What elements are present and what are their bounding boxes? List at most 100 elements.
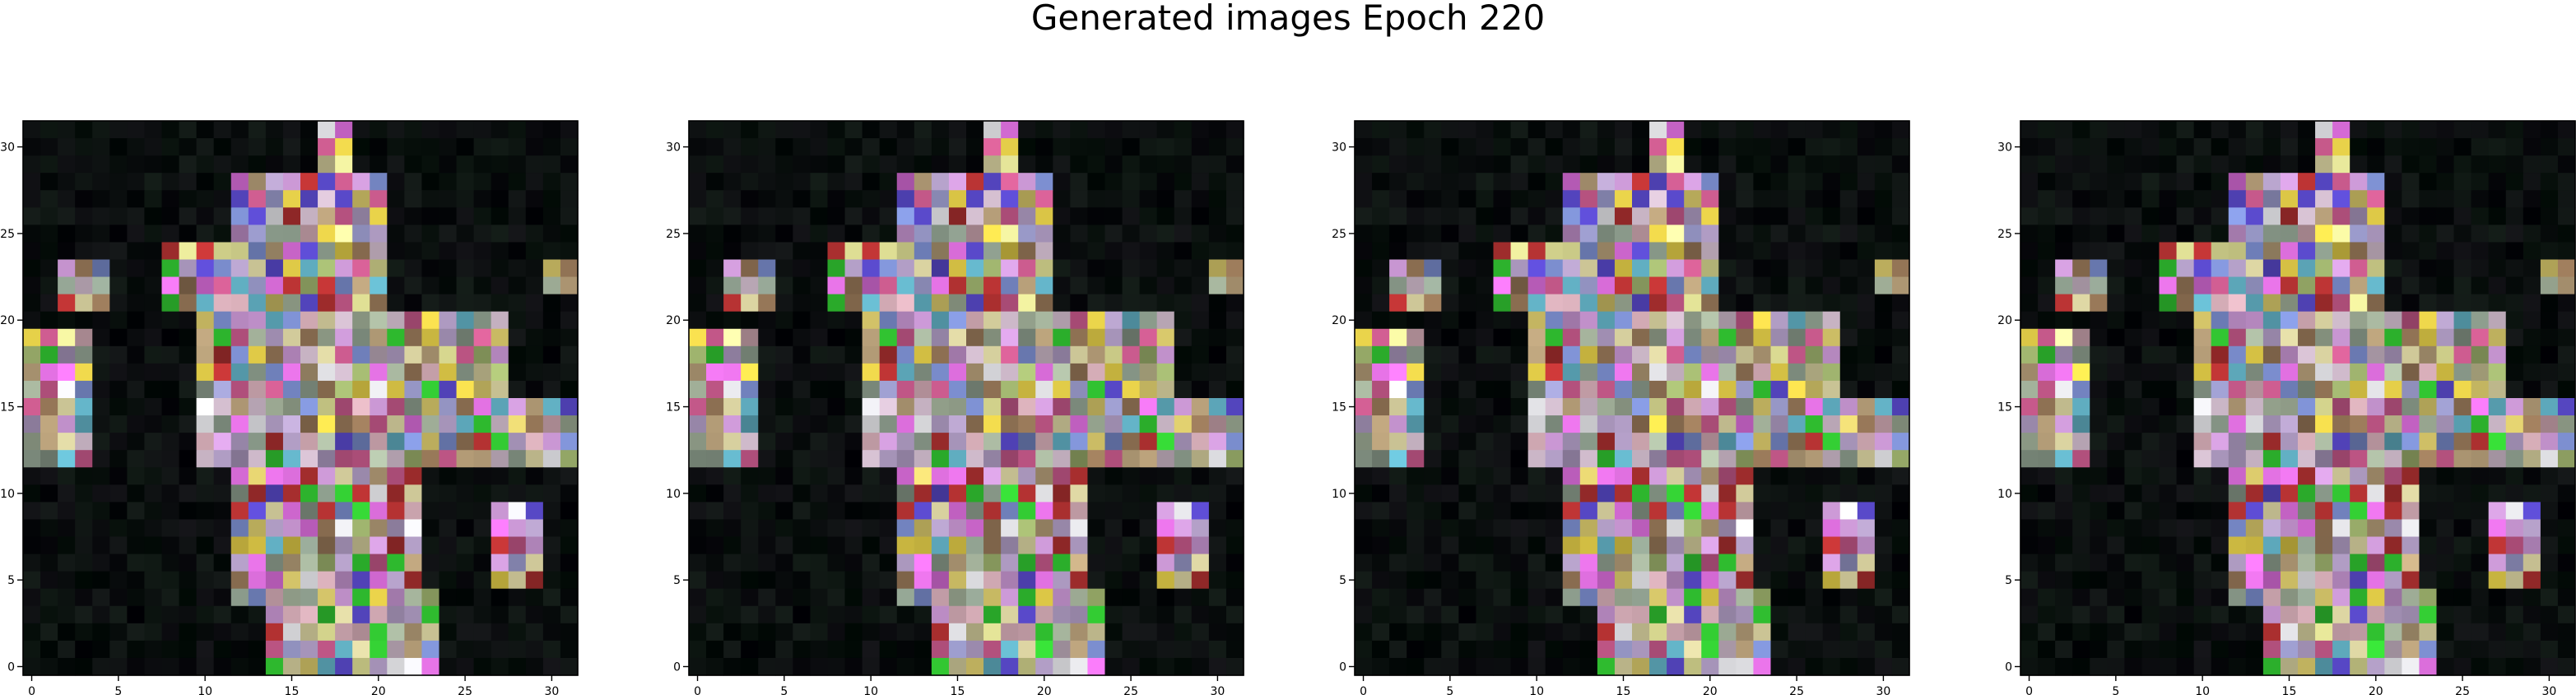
pixel (1597, 398, 1616, 416)
x-tick-label: 20 (371, 685, 386, 695)
pixel (2315, 588, 2333, 607)
pixel (1208, 450, 1227, 468)
pixel (161, 121, 180, 139)
pixel (1053, 519, 1071, 538)
pixel (1718, 467, 1737, 485)
pixel (2141, 155, 2160, 174)
pixel (1476, 242, 1495, 261)
pixel (896, 450, 915, 468)
pixel (2193, 138, 2212, 156)
pixel (1736, 554, 1755, 572)
pixel (2332, 415, 2350, 433)
pixel (1614, 467, 1633, 485)
x-tick-label: 10 (863, 685, 878, 695)
pixel (775, 363, 793, 382)
pixel (758, 276, 776, 295)
pixel (2540, 311, 2559, 330)
pixel (1053, 380, 1071, 399)
pixel (1597, 242, 1616, 261)
pixel (1510, 415, 1529, 433)
pixel (473, 276, 492, 295)
pixel (2488, 588, 2507, 607)
pixel (2193, 190, 2212, 208)
pixel (1087, 121, 1106, 139)
pixel (1527, 380, 1546, 399)
pixel (1035, 588, 1053, 607)
pixel (1458, 433, 1477, 451)
pixel (1122, 207, 1141, 225)
pixel (706, 536, 724, 555)
pixel (1208, 363, 1227, 382)
pixel (723, 502, 742, 521)
pixel (387, 450, 405, 468)
pixel (2280, 121, 2299, 139)
pixel (879, 536, 898, 555)
pixel (40, 363, 58, 382)
pixel (1225, 640, 1244, 659)
pixel (1736, 294, 1755, 313)
pixel (844, 536, 863, 555)
pixel (1174, 398, 1193, 416)
pixel (1035, 155, 1053, 174)
pixel (248, 605, 267, 624)
pixel (2350, 640, 2368, 659)
pixel (741, 328, 759, 347)
pixel (2038, 502, 2056, 521)
pixel (1736, 398, 1755, 416)
pixel (352, 640, 370, 659)
pixel (2557, 536, 2576, 555)
x-tick-label: 15 (1616, 685, 1631, 695)
pixel (248, 536, 267, 555)
pixel (1753, 190, 1772, 208)
pixel (1225, 450, 1244, 468)
pixel (1788, 657, 1806, 676)
pixel (1191, 190, 1210, 208)
pixel (508, 571, 527, 590)
pixel (1424, 207, 1442, 225)
pixel (1493, 571, 1512, 590)
pixel (1667, 588, 1685, 607)
pixel (793, 207, 811, 225)
pixel (1857, 242, 1876, 261)
pixel (1122, 433, 1141, 451)
pixel (335, 259, 353, 278)
pixel (2176, 536, 2195, 555)
pixel (1579, 605, 1598, 624)
pixel (23, 155, 41, 174)
pixel (1070, 433, 1089, 451)
pixel (196, 259, 215, 278)
pixel (300, 294, 319, 313)
pixel (2020, 311, 2039, 330)
pixel (2020, 276, 2039, 295)
pixel (2402, 536, 2420, 555)
pixel (1174, 207, 1193, 225)
pixel (810, 328, 829, 347)
pixel (1174, 450, 1193, 468)
pixel (265, 121, 284, 139)
pixel (758, 138, 776, 156)
pixel (1139, 259, 1158, 278)
pixel (370, 484, 388, 503)
pixel (1701, 242, 1719, 261)
pixel (161, 433, 180, 451)
pixel (1191, 207, 1210, 225)
pixel (1545, 588, 1564, 607)
pixel (2124, 571, 2143, 590)
pixel (1891, 484, 1910, 503)
pixel (689, 363, 707, 382)
pixel (1355, 640, 1373, 659)
pixel (2523, 242, 2541, 261)
pixel (1562, 536, 1581, 555)
pixel (879, 345, 898, 364)
pixel (1597, 502, 1616, 521)
pixel (1225, 294, 1244, 313)
pixel (40, 605, 58, 624)
pixel (144, 588, 163, 607)
pixel (1770, 536, 1789, 555)
pixel (542, 259, 561, 278)
pixel (1191, 605, 1210, 624)
pixel (1372, 363, 1390, 382)
pixel (1805, 398, 1824, 416)
pixel (352, 450, 370, 468)
pixel (1407, 380, 1425, 399)
